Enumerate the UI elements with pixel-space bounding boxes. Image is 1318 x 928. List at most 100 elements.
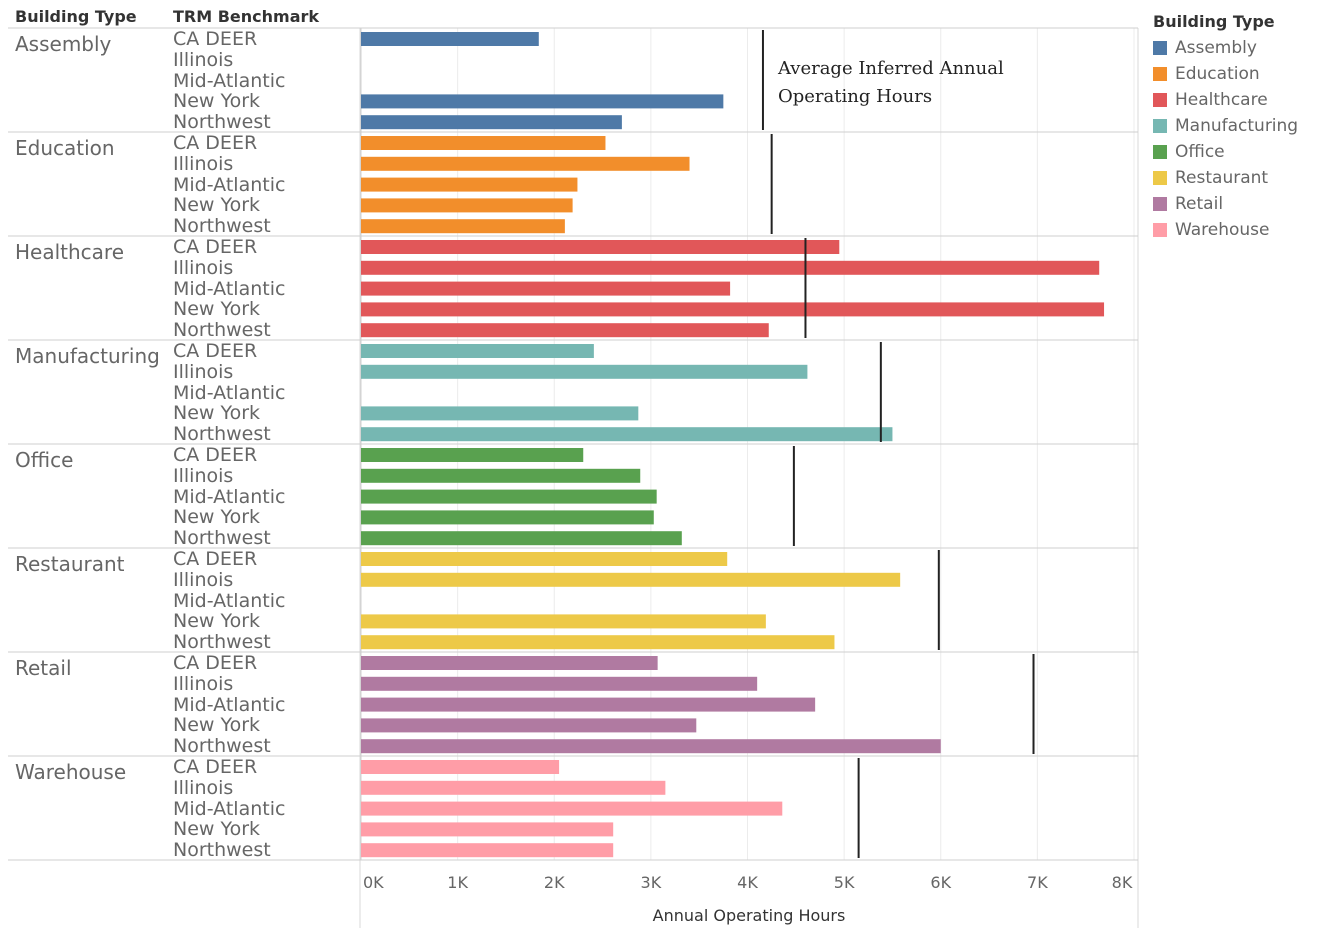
reference-line-annotation: Average Inferred Annual Operating Hours xyxy=(778,55,1004,111)
benchmark-label: CA DEER xyxy=(173,548,258,570)
bar-assembly xyxy=(361,32,539,46)
benchmark-label: CA DEER xyxy=(173,236,258,258)
bar-healthcare xyxy=(361,260,1100,275)
benchmark-label: CA DEER xyxy=(173,756,258,778)
legend-swatch xyxy=(1153,145,1167,159)
legend-swatch xyxy=(1153,119,1167,133)
x-tick-label: 7K xyxy=(1027,873,1048,892)
annotation-line-1: Average Inferred Annual xyxy=(778,58,1004,79)
benchmark-label: Mid-Atlantic xyxy=(173,589,286,612)
benchmark-label: Illinois xyxy=(173,256,234,279)
bar-manufacturing xyxy=(361,364,808,379)
benchmark-label: Northwest xyxy=(173,111,271,134)
benchmark-label: New York xyxy=(173,402,261,425)
legend-item-retail[interactable]: Retail xyxy=(1153,191,1298,217)
benchmark-label: Mid-Atlantic xyxy=(173,69,286,92)
bar-warehouse xyxy=(361,760,560,774)
benchmark-label: New York xyxy=(173,194,261,217)
bar-manufacturing xyxy=(361,406,639,421)
bar-office xyxy=(361,489,657,504)
bar-healthcare xyxy=(361,302,1105,317)
bar-restaurant xyxy=(361,614,766,629)
benchmark-label: Northwest xyxy=(173,527,271,550)
bar-warehouse xyxy=(361,801,783,816)
benchmark-label: Illinois xyxy=(173,568,234,591)
legend-item-healthcare[interactable]: Healthcare xyxy=(1153,87,1298,113)
benchmark-label: Northwest xyxy=(173,839,271,862)
bar-retail xyxy=(361,676,758,691)
benchmark-label: Illinois xyxy=(173,48,234,71)
group-label-office: Office xyxy=(15,448,74,472)
legend-swatch xyxy=(1153,41,1167,55)
legend-item-warehouse[interactable]: Warehouse xyxy=(1153,217,1298,243)
group-label-healthcare: Healthcare xyxy=(15,240,125,264)
benchmark-label: Northwest xyxy=(173,631,271,654)
x-tick-label: 2K xyxy=(544,873,565,892)
group-label-retail: Retail xyxy=(15,656,72,680)
legend-item-restaurant[interactable]: Restaurant xyxy=(1153,165,1298,191)
benchmark-label: Illinois xyxy=(173,776,234,799)
x-tick-label: 1K xyxy=(447,873,468,892)
bar-education xyxy=(361,198,573,213)
legend-swatch xyxy=(1153,93,1167,107)
benchmark-label: Mid-Atlantic xyxy=(173,797,286,820)
legend-swatch xyxy=(1153,67,1167,81)
trm-benchmark-header: TRM Benchmark xyxy=(173,7,320,26)
benchmark-label: CA DEER xyxy=(173,340,258,362)
bar-office xyxy=(361,510,654,525)
annotation-line-2: Operating Hours xyxy=(778,86,933,107)
x-tick-label: 3K xyxy=(641,873,662,892)
benchmark-label: Illinois xyxy=(173,464,234,487)
bar-warehouse xyxy=(361,843,614,858)
bar-education xyxy=(361,136,606,150)
bar-healthcare xyxy=(361,240,840,254)
legend-item-education[interactable]: Education xyxy=(1153,61,1298,87)
legend-item-office[interactable]: Office xyxy=(1153,139,1298,165)
x-tick-label: 4K xyxy=(737,873,758,892)
benchmark-label: New York xyxy=(173,298,261,321)
benchmark-label: Northwest xyxy=(173,215,271,238)
bar-restaurant xyxy=(361,572,901,587)
bar-retail xyxy=(361,697,816,712)
benchmark-label: Northwest xyxy=(173,735,271,758)
benchmark-label: CA DEER xyxy=(173,132,258,154)
legend-label: Retail xyxy=(1175,194,1224,214)
benchmark-label: New York xyxy=(173,610,261,633)
bar-assembly xyxy=(361,94,724,109)
benchmark-label: Illinois xyxy=(173,152,234,175)
benchmark-label: CA DEER xyxy=(173,444,258,466)
group-label-restaurant: Restaurant xyxy=(15,552,125,576)
group-label-education: Education xyxy=(15,136,115,160)
benchmark-label: New York xyxy=(173,90,261,113)
bar-office xyxy=(361,468,641,483)
group-label-warehouse: Warehouse xyxy=(15,760,127,784)
group-label-assembly: Assembly xyxy=(15,32,112,56)
x-axis-title: Annual Operating Hours xyxy=(652,906,846,925)
legend-item-assembly[interactable]: Assembly xyxy=(1153,35,1298,61)
bar-healthcare xyxy=(361,281,731,296)
group-label-manufacturing: Manufacturing xyxy=(15,344,160,368)
x-tick-label: 8K xyxy=(1112,873,1133,892)
benchmark-label: New York xyxy=(173,818,261,841)
benchmark-label: Mid-Atlantic xyxy=(173,485,286,508)
legend-item-manufacturing[interactable]: Manufacturing xyxy=(1153,113,1298,139)
benchmark-label: Illinois xyxy=(173,672,234,695)
bar-assembly xyxy=(361,115,622,130)
legend-label: Healthcare xyxy=(1175,90,1268,110)
benchmark-label: Mid-Atlantic xyxy=(173,381,286,404)
benchmark-label: New York xyxy=(173,506,261,529)
legend-swatch xyxy=(1153,197,1167,211)
benchmark-label: Northwest xyxy=(173,423,271,446)
bar-restaurant xyxy=(361,552,728,566)
legend-label: Education xyxy=(1175,64,1260,84)
x-tick-label: 5K xyxy=(834,873,855,892)
x-tick-label: 0K xyxy=(363,873,384,892)
benchmark-label: Mid-Atlantic xyxy=(173,173,286,196)
bar-education xyxy=(361,177,578,192)
bar-retail xyxy=(361,718,697,733)
bar-manufacturing xyxy=(361,427,893,442)
benchmark-label: CA DEER xyxy=(173,652,258,674)
benchmark-label: New York xyxy=(173,714,261,737)
bar-healthcare xyxy=(361,323,769,338)
